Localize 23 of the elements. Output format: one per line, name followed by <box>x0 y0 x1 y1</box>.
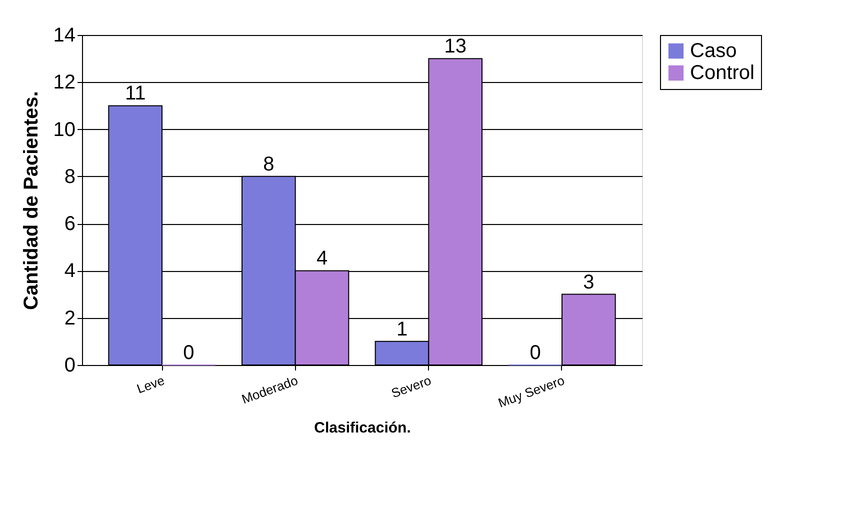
x-tick-label: Muy Severo <box>496 372 566 410</box>
data-label: 1 <box>396 318 408 340</box>
y-axis-title: Cantidad de Pacientes. <box>20 91 42 310</box>
data-label: 8 <box>263 153 274 176</box>
legend-label: Caso <box>690 40 737 62</box>
x-tick-label: Severo <box>389 372 434 401</box>
data-label: 4 <box>316 248 328 270</box>
y-tick-label: 4 <box>64 260 76 282</box>
y-tick-label: 8 <box>64 166 76 188</box>
data-label: 0 <box>530 342 541 364</box>
x-tick-label: Leve <box>134 372 166 396</box>
y-tick-label: 2 <box>64 307 76 330</box>
data-label: 0 <box>183 342 194 364</box>
y-tick-label: 12 <box>53 72 76 94</box>
y-tick-label: 14 <box>53 24 76 46</box>
y-tick-label: 10 <box>53 118 76 141</box>
data-label: 13 <box>444 36 466 58</box>
data-label: 3 <box>583 271 594 294</box>
legend-label: Control <box>690 62 754 84</box>
data-label: 11 <box>124 82 146 105</box>
x-axis-title: Clasificación. <box>314 419 411 436</box>
y-tick-label: 6 <box>64 213 76 236</box>
y-tick-label: 0 <box>64 354 76 376</box>
